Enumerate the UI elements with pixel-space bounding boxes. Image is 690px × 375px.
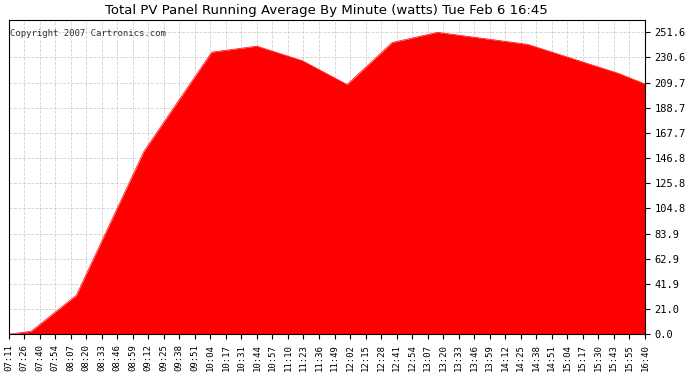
Title: Total PV Panel Running Average By Minute (watts) Tue Feb 6 16:45: Total PV Panel Running Average By Minute… <box>106 4 548 17</box>
Text: Copyright 2007 Cartronics.com: Copyright 2007 Cartronics.com <box>10 29 166 38</box>
